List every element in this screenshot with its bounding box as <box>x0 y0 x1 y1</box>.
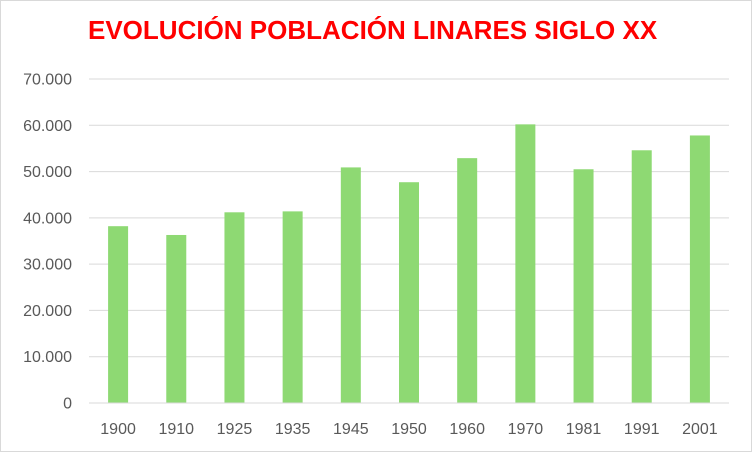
bars <box>108 124 710 404</box>
x-tick-label: 2001 <box>682 421 718 438</box>
x-tick-label: 1925 <box>217 421 253 438</box>
x-tick-label: 1900 <box>100 421 136 438</box>
y-tick-label: 50.000 <box>23 164 72 181</box>
bar-1935 <box>282 211 303 403</box>
y-axis-tick-labels: 0 10.000 20.000 30.000 40.000 50.000 60.000 70.… <box>23 72 72 413</box>
bar-1950 <box>399 182 419 403</box>
x-tick-label: 1991 <box>624 421 660 438</box>
x-tick-label: 1960 <box>449 421 485 438</box>
x-tick-label: 1981 <box>566 421 602 438</box>
y-tick-label: 60.000 <box>23 118 72 135</box>
y-tick-label: 30.000 <box>23 257 72 274</box>
y-tick-label: 70.000 <box>23 72 72 89</box>
bar-1900 <box>108 226 129 403</box>
bar-2001 <box>689 135 710 403</box>
y-tick-label: 10.000 <box>23 349 72 366</box>
x-tick-label: 1970 <box>508 421 544 438</box>
bar-1945 <box>340 167 361 403</box>
bar-1910 <box>166 234 187 403</box>
bar-1960 <box>457 158 478 403</box>
bar-1981 <box>573 169 594 403</box>
x-tick-label: 1935 <box>275 421 311 438</box>
bar-1970 <box>515 124 536 404</box>
x-tick-label: 1950 <box>391 421 427 438</box>
chart-title: EVOLUCIÓN POBLACIÓN LINARES SIGLO XX <box>88 15 658 45</box>
y-tick-label: 0 <box>63 396 72 413</box>
x-tick-label: 1945 <box>333 421 369 438</box>
x-tick-label: 1910 <box>158 421 194 438</box>
bar-1991 <box>631 150 652 403</box>
bar-1925 <box>224 212 245 403</box>
y-tick-label: 40.000 <box>23 210 72 227</box>
x-axis-tick-labels: 1900 1910 1925 1935 1945 1950 1960 1970 1981 1991… <box>100 421 718 438</box>
y-tick-label: 20.000 <box>23 303 72 320</box>
